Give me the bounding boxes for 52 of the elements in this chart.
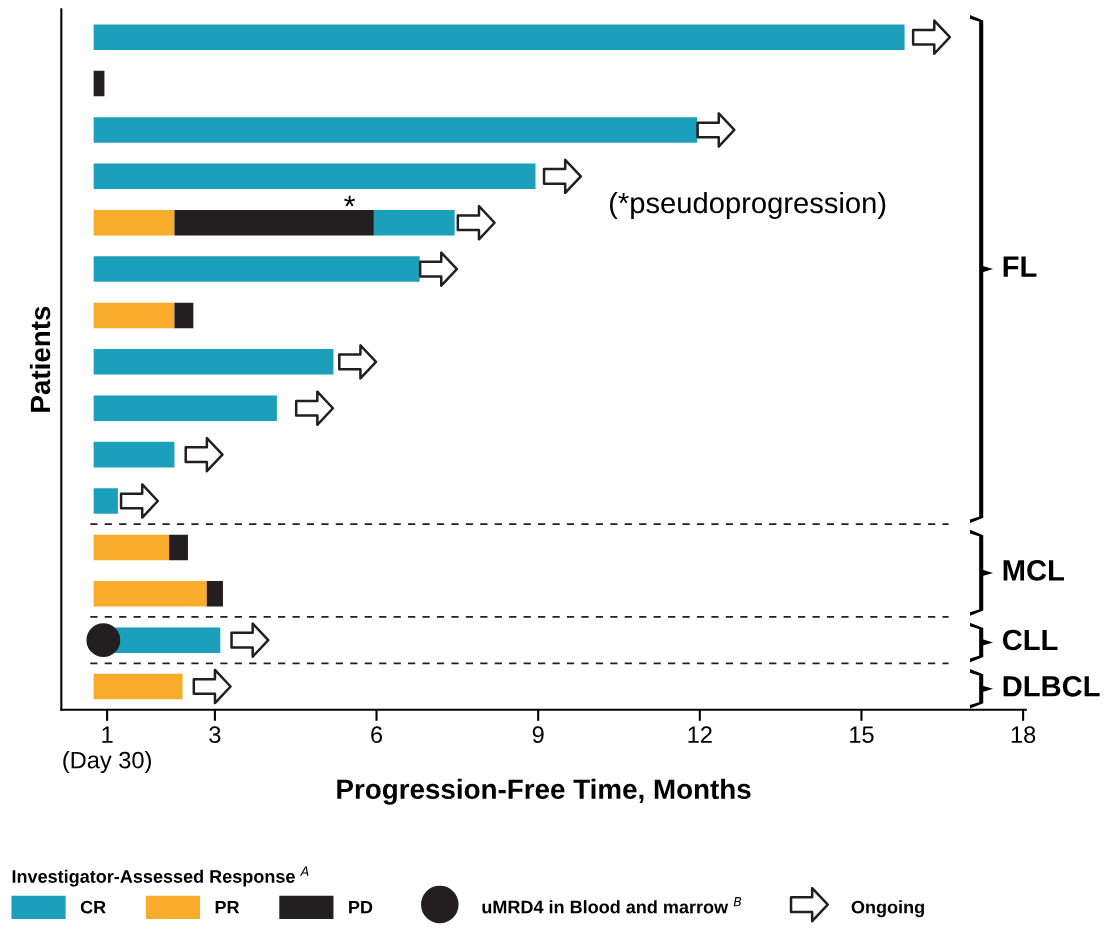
legend-label: PD [349,900,373,914]
x-axis-title: Progression-Free Time, Months [337,778,751,805]
legend-label: Ongoing [851,900,924,918]
x-tick-label: 15 [850,726,874,744]
point [542,158,583,195]
annotation: CLL [1002,629,1058,651]
bar [93,488,118,514]
x-tick-label: 3 [209,726,221,744]
legend-label: uMRD4 in Blood and marrow $^{B}$ [482,897,742,914]
bar [93,163,536,190]
bar [93,349,334,375]
x-tick-label: 6 [371,726,383,744]
annotation: * [344,195,356,207]
bar [169,534,188,561]
point [230,622,270,658]
x-tick-label: 1 (Day 30) [63,726,151,774]
bar [93,302,175,329]
point [418,251,459,287]
x-tick-label: 18 [1011,726,1036,744]
point [192,668,232,705]
bar [373,209,455,236]
annotation: DLBCL [1003,676,1100,697]
legend-label: CR [80,900,106,914]
y-axis-title: Patients [29,306,51,412]
bar [93,581,207,607]
point [338,344,378,380]
x-tick-label: 9 [532,726,544,744]
bar [93,395,277,421]
bar [93,441,175,468]
bar [93,24,905,50]
point [696,112,736,148]
point [86,623,121,658]
legend-label: PR [215,900,240,914]
bar [93,70,105,97]
bar [174,209,374,236]
point [456,204,496,241]
x-tick-label: 12 [688,726,712,743]
bar [93,256,420,282]
annotation: MCL [1003,560,1064,581]
bar [93,117,698,143]
point [119,483,160,519]
annotation: (*pseudoprogression) [609,191,886,220]
point [184,436,224,473]
annotation: FL [1003,256,1037,277]
bar [93,534,170,561]
bar [206,581,223,607]
point [294,390,335,427]
bar [93,209,175,236]
bar [174,302,194,329]
legend-title: Investigator-Assessed Response $^{A}$ [12,866,309,887]
bar [93,673,183,700]
point [911,19,952,56]
